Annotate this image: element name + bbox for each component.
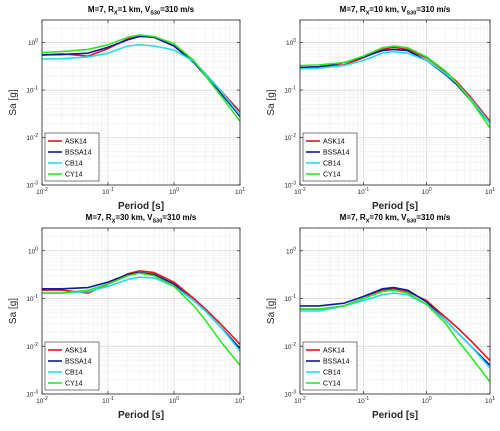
- x-tick-label: 101: [485, 396, 495, 405]
- x-tick-label: 10-2: [294, 396, 306, 405]
- axes-box: [299, 19, 491, 186]
- y-tick-label: 10-2: [26, 133, 38, 142]
- legend: ASK14 BSSA14 CB14 CY14: [44, 132, 100, 182]
- axes-box: [299, 227, 491, 395]
- chart-title: M=7, RX=10 km, VS30=310 m/s: [340, 5, 451, 17]
- x-tick-label: 100: [422, 396, 432, 405]
- y-axis-label: Sa [g]: [8, 89, 19, 115]
- y-tick-label: 10-3: [284, 390, 296, 399]
- x-tick-label: 101: [235, 187, 245, 196]
- chart-title: M=7, RX=1 km, VS30=310 m/s: [88, 5, 195, 17]
- legend-label: BSSA14: [65, 359, 92, 366]
- series-line-cy14: [299, 45, 491, 129]
- legend-label: BSSA14: [65, 150, 92, 157]
- legend: ASK14 BSSA14 CB14 CY14: [302, 341, 358, 391]
- legend-label: CY14: [65, 172, 83, 179]
- x-tick-label: 100: [169, 187, 179, 196]
- x-axis-label: Period [s]: [372, 201, 418, 212]
- legend-label: ASK14: [323, 348, 345, 355]
- x-tick-label: 10-1: [102, 187, 114, 196]
- y-tick-label: 10-2: [284, 342, 296, 351]
- series-line-cy14: [300, 289, 491, 383]
- x-tick-label: 100: [169, 396, 179, 405]
- y-tick-label: 10-2: [26, 342, 38, 351]
- x-tick-label: 100: [422, 187, 432, 196]
- y-tick-label: 100: [286, 246, 296, 255]
- legend-label: CY14: [65, 381, 83, 388]
- x-tick-label: 10-1: [102, 396, 114, 405]
- legend-label: ASK14: [65, 139, 87, 146]
- y-axis-label: Sa [g]: [266, 298, 277, 324]
- legend-label: BSSA14: [323, 359, 350, 366]
- series-line-cy14: [42, 272, 241, 366]
- legend-label: BSSA14: [323, 150, 350, 157]
- y-tick-label: 10-1: [284, 86, 296, 95]
- y-tick-label: 10-3: [26, 181, 38, 190]
- legend-label: CB14: [65, 161, 83, 168]
- x-axis-label: Period [s]: [118, 201, 164, 212]
- x-axis-label: Period [s]: [118, 410, 164, 421]
- x-tick-label: 101: [235, 396, 245, 405]
- axes-box: [41, 19, 241, 186]
- series-line-cy14: [41, 34, 241, 122]
- y-tick-label: 100: [28, 246, 38, 255]
- y-tick-label: 100: [286, 38, 296, 47]
- x-tick-label: 10-2: [36, 187, 48, 196]
- legend-label: CY14: [323, 381, 341, 388]
- y-tick-label: 10-1: [284, 294, 296, 303]
- y-tick-label: 100: [28, 38, 38, 47]
- series-line-cb14: [42, 276, 241, 352]
- legend: ASK14 BSSA14 CB14 CY14: [302, 132, 358, 182]
- legend-label: CB14: [323, 161, 341, 168]
- y-tick-label: 10-3: [26, 390, 38, 399]
- y-tick-label: 10-1: [26, 86, 38, 95]
- legend-label: ASK14: [323, 139, 345, 146]
- y-tick-label: 10-1: [26, 294, 38, 303]
- series-line-cb14: [41, 44, 241, 116]
- x-tick-label: 10-2: [294, 187, 306, 196]
- legend-label: CY14: [323, 172, 341, 179]
- legend-label: CB14: [323, 370, 341, 377]
- x-tick-label: 101: [485, 187, 495, 196]
- chart-title: M=7, RX=70 km, VS30=310 m/s: [340, 213, 451, 225]
- x-tick-label: 10-2: [36, 396, 48, 405]
- legend-label: ASK14: [65, 348, 87, 355]
- y-axis-label: Sa [g]: [8, 298, 19, 324]
- y-axis-label: Sa [g]: [266, 89, 277, 115]
- legend: ASK14 BSSA14 CB14 CY14: [44, 341, 100, 391]
- y-tick-label: 10-2: [284, 133, 296, 142]
- x-axis-label: Period [s]: [372, 410, 418, 421]
- x-tick-label: 10-1: [357, 187, 369, 196]
- y-tick-label: 10-3: [284, 181, 296, 190]
- chart-title: M=7, RX=30 km, VS30=310 m/s: [86, 213, 197, 225]
- legend-label: CB14: [65, 370, 83, 377]
- x-tick-label: 10-1: [357, 396, 369, 405]
- axes-box: [41, 227, 241, 395]
